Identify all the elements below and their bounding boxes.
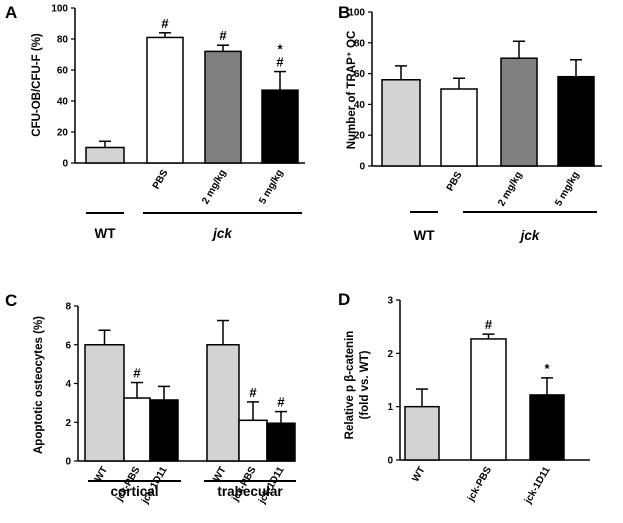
bar: [261, 89, 299, 164]
bar: [266, 422, 296, 462]
y-tick-label: 80: [57, 35, 69, 46]
bar: [123, 397, 151, 462]
bar: [404, 405, 440, 461]
y-axis-title: CFU-OB/CFU-F (%): [31, 33, 43, 137]
y-tick-label: 40: [57, 97, 69, 108]
bar: [470, 338, 507, 461]
bar: [557, 75, 595, 167]
significance-marker: *: [277, 42, 283, 57]
y-tick-label: 20: [57, 128, 69, 139]
y-tick-label: 40: [354, 100, 366, 111]
category-label: jck-PBS: [465, 465, 494, 504]
category-label: 2 mg/kg: [200, 168, 228, 206]
y-tick-label: 4: [65, 379, 71, 390]
significance-marker: *: [544, 361, 550, 376]
bar: [206, 344, 240, 462]
category-label: 2 mg/kg: [496, 170, 524, 208]
panel-d: D 0 1 2 3 Relative p β-catenin (fold vs. WT) WT…: [338, 290, 590, 507]
y-tick-label: 8: [65, 302, 71, 313]
bar: [85, 146, 125, 164]
y-tick-label: 80: [354, 38, 366, 49]
y-axis-title: Relative p β-catenin: [344, 331, 356, 440]
significance-marker: #: [485, 317, 493, 332]
y-tick-label: 0: [359, 162, 365, 173]
category-label: jck-1D11: [522, 465, 553, 507]
panel-letter: D: [338, 290, 350, 309]
panel-letter: B: [338, 3, 350, 22]
y-tick-label: 20: [354, 131, 366, 142]
y-tick-label: 100: [348, 8, 365, 19]
y-tick-label: 0: [387, 456, 393, 467]
y-tick-label: 100: [51, 4, 68, 15]
y-tick-label: 1: [387, 402, 393, 413]
y-axis-title-line2: (fold vs. WT): [359, 350, 371, 419]
y-tick-label: 0: [65, 457, 71, 468]
group-label: jck: [211, 226, 233, 241]
category-label: WT: [410, 465, 427, 484]
group-label: trabecular: [217, 484, 283, 499]
category-label: PBS: [445, 170, 465, 194]
y-axis-title: Number of TRAP⁺ OC: [346, 31, 358, 150]
y-tick-label: 60: [57, 66, 69, 77]
y-tick-label: 2: [387, 349, 393, 360]
bar: [381, 79, 421, 167]
bar: [529, 394, 565, 461]
significance-marker: #: [277, 395, 285, 410]
bar: [440, 88, 478, 167]
panel-letter: C: [5, 291, 17, 310]
group-label: WT: [95, 226, 117, 241]
bar: [84, 344, 125, 462]
significance-marker: #: [219, 28, 227, 43]
y-tick-label: 60: [354, 69, 366, 80]
group-label: WT: [414, 228, 436, 243]
y-tick-label: 6: [65, 340, 71, 351]
bar: [149, 399, 179, 462]
group-label: jck: [519, 228, 541, 243]
group-label: cortical: [110, 484, 158, 499]
bar: [204, 50, 242, 164]
significance-marker: #: [133, 366, 141, 381]
category-label: 5 mg/kg: [553, 170, 581, 208]
panel-letter: A: [5, 3, 17, 22]
panel-a: A 0 20 40 60 80 100 CFU-OB/CFU-F (%) # PBS #2 mg/k…: [5, 3, 305, 241]
panel-b: B 0 20 40 60 80 100 Number of TRAP⁺ OC PBS 2 mg/k…: [338, 3, 602, 243]
bar: [146, 36, 184, 164]
y-tick-label: 3: [387, 296, 393, 307]
bar: [500, 57, 538, 167]
y-tick-label: 2: [65, 418, 71, 429]
significance-marker: #: [276, 55, 284, 70]
significance-marker: #: [249, 385, 257, 400]
significance-marker: #: [161, 16, 169, 31]
category-label: 5 mg/kg: [257, 168, 285, 206]
category-label: PBS: [151, 168, 171, 192]
y-axis-title: Apoptotic osteocytes (%): [33, 316, 45, 454]
y-tick-label: 0: [62, 159, 68, 170]
bar: [238, 419, 268, 462]
